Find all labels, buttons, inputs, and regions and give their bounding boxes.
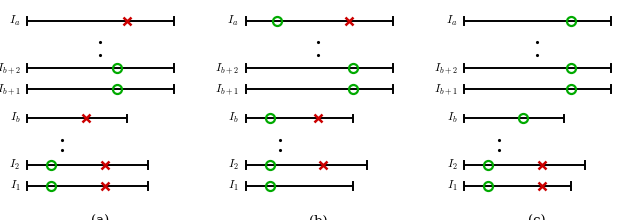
Text: $I_1$: $I_1$ [447,179,458,193]
Text: $I_{b+2}$: $I_{b+2}$ [434,61,458,75]
Text: $I_1$: $I_1$ [10,179,20,193]
Text: (c): (c) [528,214,546,220]
Text: $I_2$: $I_2$ [228,158,239,172]
Text: $I_b$: $I_b$ [447,112,458,125]
Text: $I_a$: $I_a$ [9,14,20,28]
Text: $I_{b+1}$: $I_{b+1}$ [0,82,20,96]
Text: $I_1$: $I_1$ [228,179,239,193]
Text: $I_2$: $I_2$ [10,158,20,172]
Text: (b): (b) [309,214,328,220]
Text: $I_b$: $I_b$ [10,112,20,125]
Text: $I_{b+1}$: $I_{b+1}$ [215,82,239,96]
Text: $I_2$: $I_2$ [447,158,458,172]
Text: $I_{b+2}$: $I_{b+2}$ [215,61,239,75]
Text: $I_a$: $I_a$ [446,14,458,28]
Text: $I_b$: $I_b$ [228,112,239,125]
Text: $I_{b+1}$: $I_{b+1}$ [434,82,458,96]
Text: $I_a$: $I_a$ [227,14,239,28]
Text: (a): (a) [91,214,109,220]
Text: $I_{b+2}$: $I_{b+2}$ [0,61,20,75]
